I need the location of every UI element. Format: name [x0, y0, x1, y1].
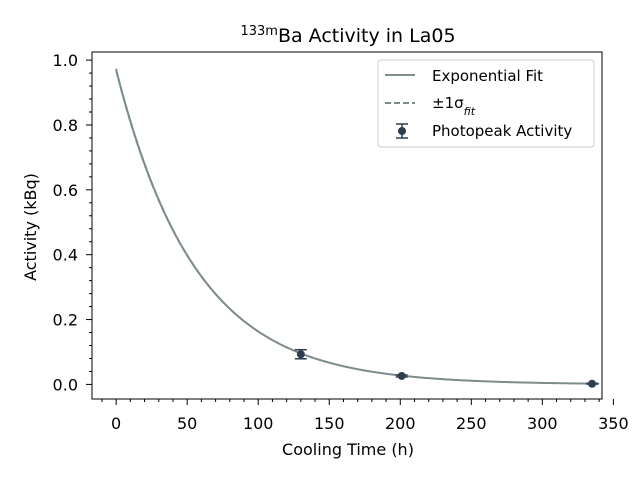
- legend: Exponential Fit ±1σfit Photopeak Activit…: [377, 59, 595, 148]
- plot-area: [91, 51, 603, 400]
- y-tick-label: 0.2: [53, 311, 78, 330]
- x-axis-label: Cooling Time (h): [282, 440, 414, 459]
- y-tick-label: 0.6: [53, 181, 78, 200]
- y-axis-label: Activity (kBq): [21, 173, 40, 281]
- x-tick-label: 250: [456, 414, 487, 433]
- x-tick-label: 300: [527, 414, 558, 433]
- data-point: [586, 379, 599, 388]
- legend-points-label: Photopeak Activity: [432, 122, 572, 140]
- legend-box: [377, 59, 595, 148]
- point-marker: [296, 350, 305, 359]
- x-tick-label: 150: [314, 414, 345, 433]
- y-tick-label: 0.4: [53, 246, 78, 265]
- data-point: [395, 371, 408, 380]
- plot-frame: [91, 51, 603, 400]
- point-marker: [588, 379, 597, 388]
- legend-points-swatch: [396, 123, 408, 139]
- point-marker: [397, 371, 406, 380]
- title-text: Ba Activity in La05: [278, 25, 456, 47]
- data-point: [294, 348, 307, 360]
- x-axis-ticks: 0 50 100 150 200 250 300 350: [101, 399, 629, 433]
- title-isotope-superscript: 133m: [240, 24, 277, 39]
- y-tick-label: 0.8: [53, 116, 78, 135]
- svg-text:133mBa Activity in La05: 133mBa Activity in La05: [240, 24, 455, 48]
- chart-title: 133mBa Activity in La05: [240, 24, 455, 48]
- legend-sigma-label: ±1σfit: [432, 94, 476, 118]
- x-tick-label: 350: [598, 414, 629, 433]
- y-axis-ticks: 0.0 0.2 0.4 0.6 0.8 1.0: [53, 51, 92, 394]
- y-tick-label: 1.0: [53, 51, 78, 70]
- fit-curve: [115, 69, 600, 385]
- y-tick-label: 0.0: [53, 375, 78, 394]
- legend-fit-label: Exponential Fit: [432, 67, 543, 85]
- x-tick-label: 0: [111, 414, 121, 433]
- x-tick-label: 200: [385, 414, 416, 433]
- x-tick-label: 50: [177, 414, 197, 433]
- x-tick-label: 100: [243, 414, 274, 433]
